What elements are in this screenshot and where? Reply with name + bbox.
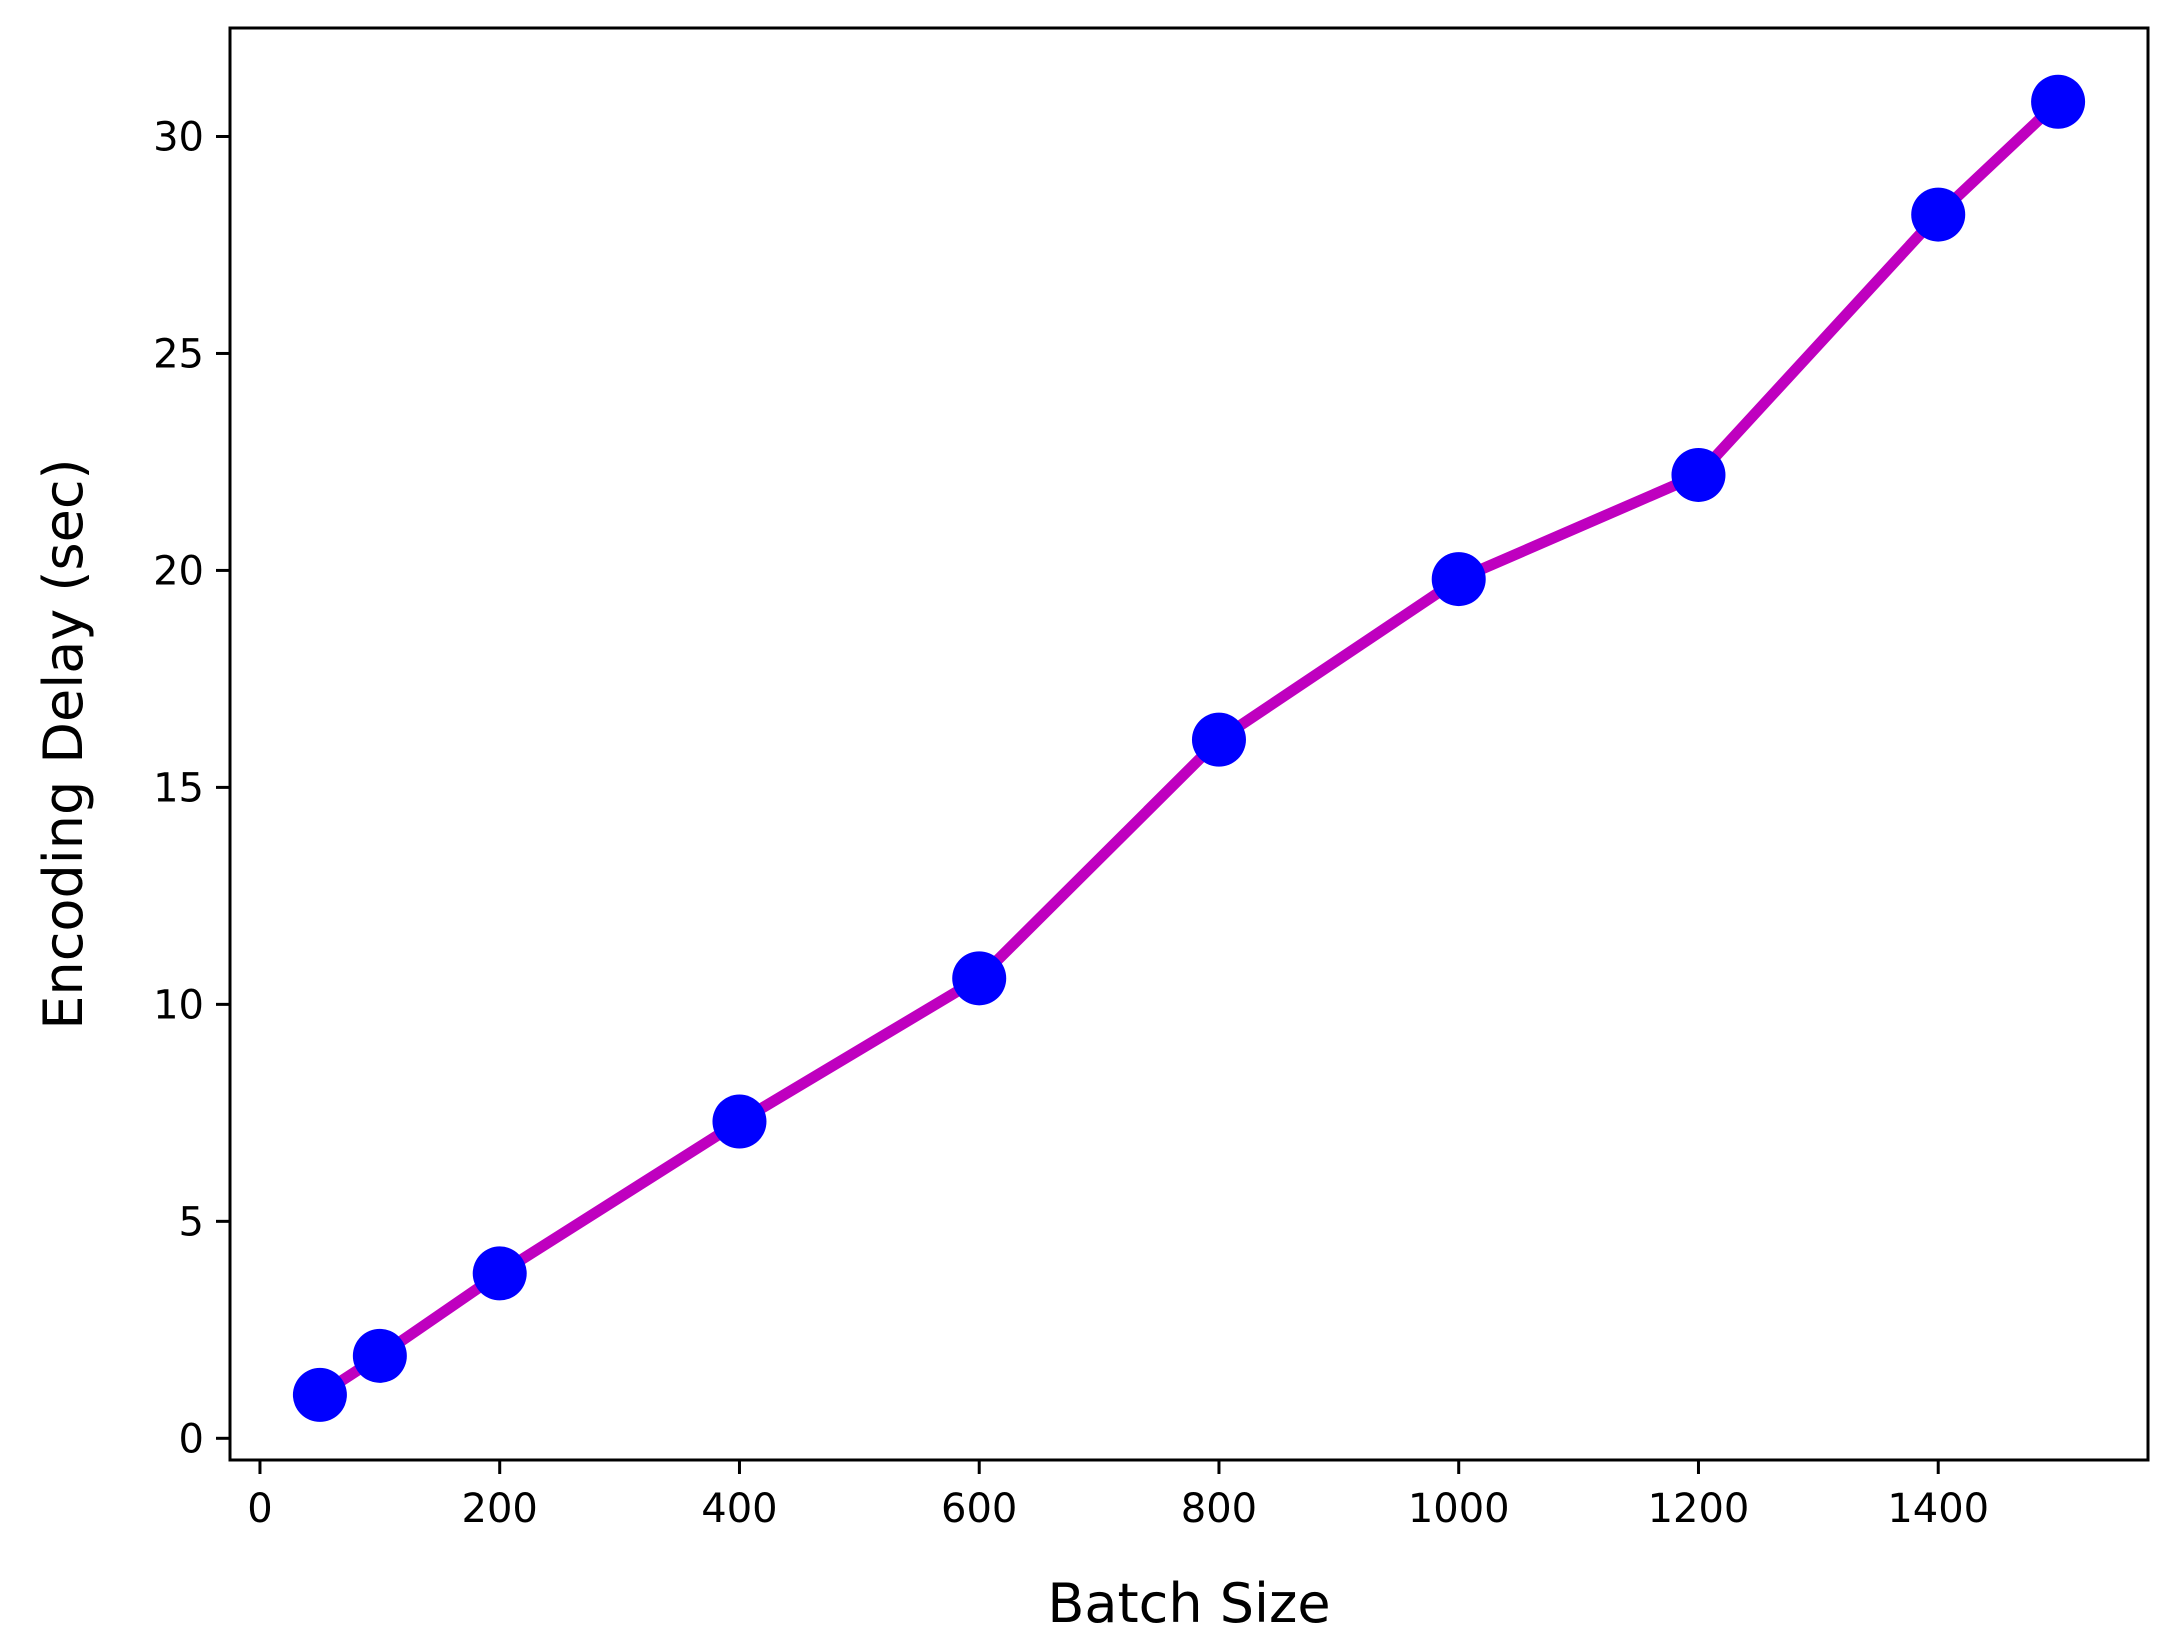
- y-tick-label: 10: [153, 982, 204, 1028]
- plot-area: [228, 26, 2150, 1462]
- y-tick-label: 5: [179, 1199, 204, 1245]
- data-point: [2031, 74, 2086, 129]
- data-point: [712, 1094, 767, 1149]
- y-tick-label: 0: [179, 1416, 204, 1462]
- data-point: [1671, 447, 1726, 502]
- series-layer: [292, 74, 2086, 1422]
- data-point: [1191, 712, 1246, 767]
- x-tick-label: 0: [247, 1486, 272, 1532]
- y-tick-label: 20: [153, 548, 204, 594]
- x-axis-label: Batch Size: [1047, 1572, 1330, 1635]
- x-tick-label: 1200: [1648, 1486, 1750, 1532]
- x-tick-label: 800: [1181, 1486, 1257, 1532]
- series-line: [314, 96, 2064, 1401]
- y-tick-label: 15: [153, 765, 204, 811]
- data-point: [352, 1328, 407, 1383]
- data-point: [292, 1367, 347, 1422]
- data-point: [1911, 187, 1966, 242]
- x-axis: 0 200 400 600 800 1000 1200 1400: [247, 1460, 1989, 1532]
- x-tick-label: 1000: [1408, 1486, 1510, 1532]
- data-point: [1431, 552, 1486, 607]
- x-tick-label: 200: [462, 1486, 538, 1532]
- data-point: [472, 1246, 527, 1301]
- x-tick-label: 400: [701, 1486, 777, 1532]
- y-tick-label: 25: [153, 331, 204, 377]
- y-axis-label: Encoding Delay (sec): [32, 458, 95, 1029]
- y-tick-label: 30: [153, 114, 204, 160]
- x-tick-label: 600: [941, 1486, 1017, 1532]
- y-axis: 0 5 10 15 20 25 30: [153, 114, 230, 1462]
- x-tick-label: 1400: [1887, 1486, 1989, 1532]
- data-point: [952, 951, 1007, 1006]
